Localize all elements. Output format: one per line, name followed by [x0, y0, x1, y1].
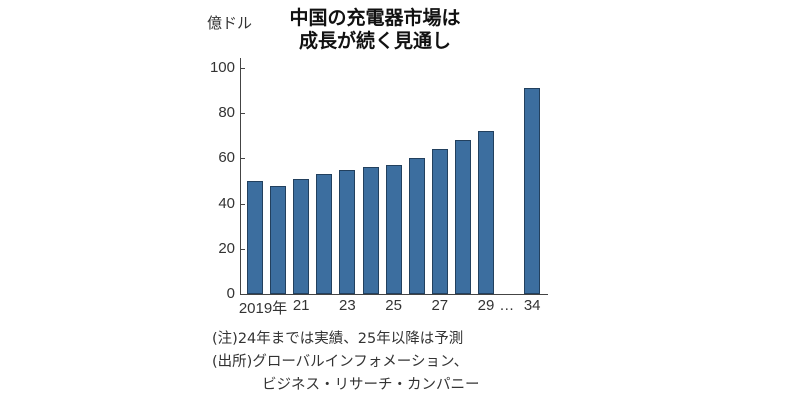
bar-2023 [339, 169, 356, 294]
bar-2024 [362, 167, 379, 294]
forecast-note: (注)24年までは実績、25年以降は予測 [212, 331, 464, 347]
y-axis-unit-label: 億ドル [207, 14, 253, 32]
x-tick-label: 27 [431, 297, 449, 314]
x-tick-label: 23 [339, 297, 356, 314]
source-line-1: (出所)グローバルインフォメーション、 [212, 354, 469, 370]
y-tick-label-0: 0 [226, 285, 235, 302]
source-line-2: ビジネス・リサーチ・カンパニー [262, 377, 480, 393]
x-axis-line [240, 294, 548, 295]
y-axis-line [240, 58, 241, 295]
bar-2021 [293, 178, 310, 294]
y-tick-60 [240, 158, 245, 160]
y-tick-label-100: 100 [209, 59, 235, 76]
y-tick-20 [240, 248, 245, 250]
x-tick-label: 34 [523, 297, 541, 314]
y-tick-80 [240, 113, 245, 115]
x-tick-label: 21 [292, 297, 310, 314]
y-tick-0 [240, 294, 245, 295]
bar-2022 [316, 174, 333, 294]
y-tick-40 [240, 203, 245, 205]
chart-title: 中国の充電器市場は 成長が続く見通し [280, 7, 470, 53]
bar-2019 [247, 181, 263, 294]
chart-title-line2: 成長が続く見通し [298, 30, 451, 52]
chart-notes: (注)24年までは実績、25年以降は予測 (出所)グローバルインフォメーション、… [212, 328, 480, 397]
bar-2020 [270, 185, 287, 294]
y-tick-100 [240, 68, 245, 69]
x-tick-label: 2019年 [238, 300, 288, 317]
y-tick-label-40: 40 [218, 194, 235, 212]
y-tick-label-80: 80 [218, 104, 235, 122]
x-tick-label: 29 [477, 297, 495, 314]
bar-2034 [524, 88, 541, 294]
bar-2025 [385, 165, 402, 294]
x-tick-label: 25 [385, 297, 402, 314]
bar-2028 [454, 140, 471, 294]
y-tick-label-60: 60 [218, 149, 235, 167]
x-tick-label: … [499, 297, 515, 314]
chart-title-line1: 中国の充電器市場は [289, 7, 461, 29]
bar-2029 [478, 131, 494, 294]
y-tick-label-20: 20 [218, 239, 235, 257]
bar-2026 [408, 158, 425, 294]
bar-2027 [431, 149, 448, 294]
